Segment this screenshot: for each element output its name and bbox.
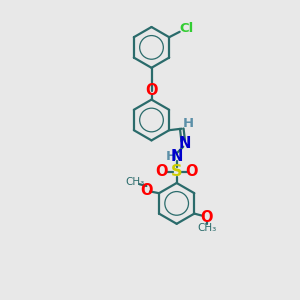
Text: N: N bbox=[170, 149, 183, 164]
Text: O: O bbox=[155, 164, 168, 179]
Text: O: O bbox=[201, 210, 213, 225]
Text: H: H bbox=[166, 150, 177, 164]
Text: CH₃: CH₃ bbox=[126, 177, 145, 187]
Text: H: H bbox=[183, 117, 194, 130]
Text: Cl: Cl bbox=[179, 22, 194, 35]
Text: N: N bbox=[178, 136, 191, 151]
Text: CH₃: CH₃ bbox=[197, 223, 217, 233]
Text: O: O bbox=[185, 164, 198, 179]
Text: S: S bbox=[171, 164, 182, 179]
Text: O: O bbox=[145, 83, 158, 98]
Text: O: O bbox=[140, 183, 153, 198]
